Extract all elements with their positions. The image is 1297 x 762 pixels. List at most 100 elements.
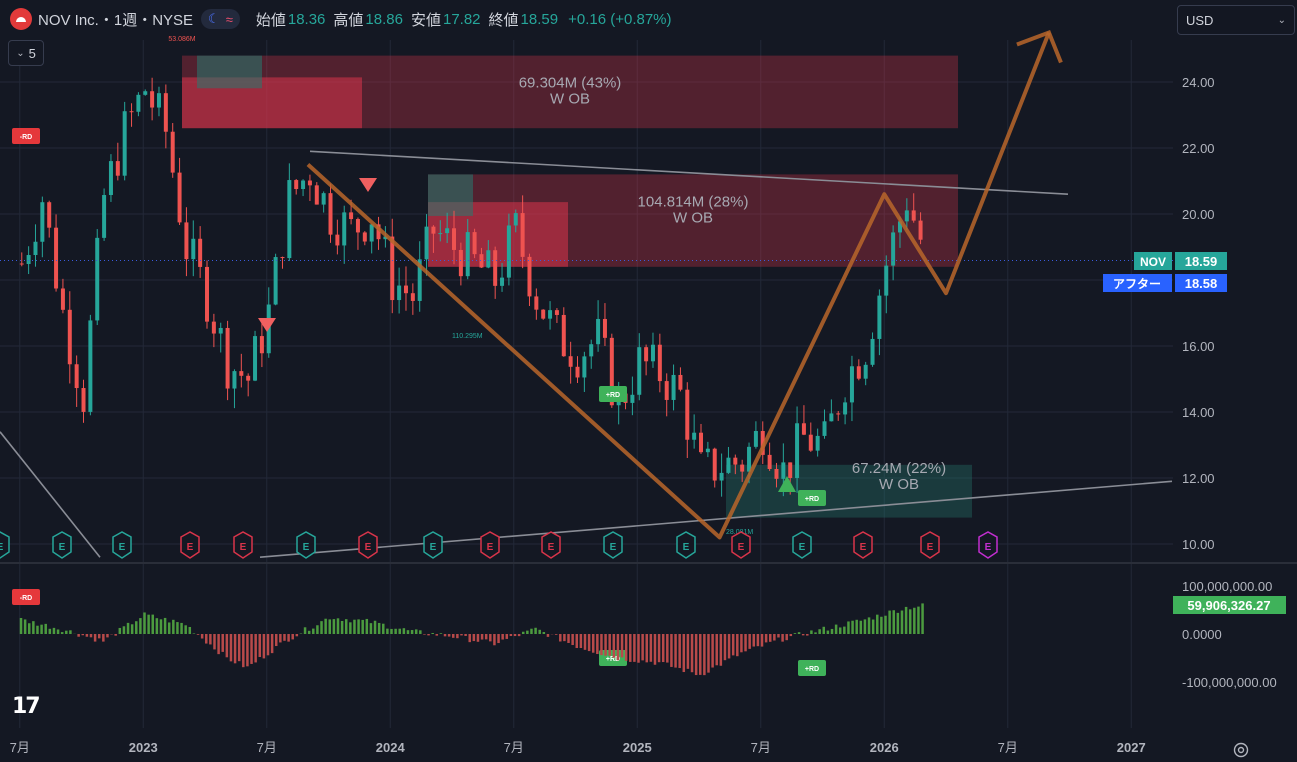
oscillator-bar <box>135 621 138 634</box>
earnings-marker-text: E <box>187 542 194 553</box>
earnings-marker <box>853 531 873 559</box>
oscillator-bar <box>859 620 863 634</box>
candle-body <box>870 338 875 365</box>
candle <box>808 422 813 452</box>
earnings-marker <box>978 531 998 559</box>
oscillator-bar <box>172 619 175 634</box>
earnings-marker <box>792 531 812 559</box>
candle-body <box>740 464 745 472</box>
oscillator-bar <box>52 627 56 634</box>
oscillator-bar <box>484 634 488 640</box>
earnings-marker <box>603 531 623 559</box>
candle-body <box>156 93 161 108</box>
oscillator-bar <box>703 634 706 676</box>
oscillator-bar <box>336 618 340 634</box>
candle <box>822 409 827 439</box>
earnings-marker-text: E <box>119 542 126 553</box>
oscillator-bar <box>468 634 471 643</box>
oscillator-bar <box>608 634 611 656</box>
moon-icon: ☾ <box>208 11 220 26</box>
currency-selector[interactable]: USD ⌄ <box>1177 5 1295 35</box>
candle <box>54 214 59 292</box>
candle <box>410 283 415 315</box>
oscillator-bar <box>579 634 583 649</box>
earnings-marker <box>112 531 132 559</box>
candle <box>657 333 662 393</box>
earnings-marker <box>920 531 940 559</box>
price-tag-value-bg <box>1175 274 1227 292</box>
candle-body <box>630 394 635 403</box>
candle-body <box>403 285 408 294</box>
candle <box>692 414 697 449</box>
candle <box>582 351 587 392</box>
candle-body <box>198 238 203 267</box>
oscillator-bar <box>81 634 85 636</box>
oscillator-bar <box>773 634 776 641</box>
divergence-tag <box>599 386 627 402</box>
candle-body <box>239 371 244 376</box>
candle <box>177 157 182 226</box>
price-tag-name-bg <box>1103 274 1172 292</box>
candle <box>417 241 422 312</box>
candle <box>424 214 429 276</box>
candle-body <box>712 448 717 481</box>
oscillator-bar <box>386 628 389 634</box>
oscillator-bar <box>382 623 385 634</box>
oscillator-bar <box>328 619 332 634</box>
oscillator-bar <box>604 634 607 656</box>
candle-body <box>568 356 573 367</box>
oscillator-bar <box>303 627 307 634</box>
session-toggle[interactable]: ☾ ≈ <box>201 9 240 29</box>
gear-icon[interactable] <box>1232 741 1250 759</box>
oscillator-bar <box>419 630 422 634</box>
earnings-marker-text: E <box>365 542 372 553</box>
candle-body <box>191 238 196 260</box>
oscillator-bar <box>237 634 241 662</box>
candle <box>685 382 690 458</box>
candle <box>452 210 457 265</box>
symbol-header: NOV Inc.・1週・NYSE ☾ ≈ 始値 18.36 高値 18.86 安… <box>0 0 672 38</box>
x-tick-label: 7月 <box>751 740 771 755</box>
oscillator-bar <box>863 619 867 634</box>
oscillator-bar <box>489 634 492 642</box>
candle <box>81 379 86 423</box>
oscillator-bar <box>254 634 257 663</box>
candle <box>143 89 148 96</box>
candle <box>95 229 100 326</box>
oscillator-bar <box>888 610 891 634</box>
candle <box>815 428 820 457</box>
oscillator-bar <box>130 624 134 634</box>
oscillator-bar <box>810 630 813 634</box>
indicators-toggle[interactable]: ⌄ 5 <box>8 40 44 66</box>
currency-value: USD <box>1186 12 1214 28</box>
candle <box>774 462 779 488</box>
oscillator-bar <box>851 620 854 634</box>
candle-body <box>349 212 354 220</box>
symbol-title[interactable]: NOV Inc.・1週・NYSE <box>38 11 194 29</box>
candle-body <box>548 310 553 319</box>
tradingview-logo[interactable]: 17 <box>12 694 41 719</box>
x-tick-label: 2026 <box>870 740 899 755</box>
oscillator-bar <box>505 634 509 639</box>
oscillator-bar <box>538 629 541 634</box>
candle <box>527 253 532 307</box>
oscillator-bar <box>793 633 797 634</box>
oscillator-bar <box>402 628 406 634</box>
candle-body <box>397 285 402 301</box>
candle <box>287 163 292 261</box>
candle <box>520 195 525 269</box>
candle-body <box>554 310 559 315</box>
wave-icon: ≈ <box>225 11 233 27</box>
y-tick-label: 16.00 <box>1182 339 1215 354</box>
candle-body <box>95 237 100 321</box>
candle <box>644 344 649 376</box>
candle-body <box>699 432 704 453</box>
oscillator-bar <box>414 629 418 634</box>
candle-body <box>26 255 31 265</box>
candle <box>246 373 251 397</box>
oscillator-bar <box>509 634 513 637</box>
oscillator-bar <box>394 628 397 634</box>
oscillator-bar <box>225 634 229 658</box>
candle-body <box>808 434 813 451</box>
